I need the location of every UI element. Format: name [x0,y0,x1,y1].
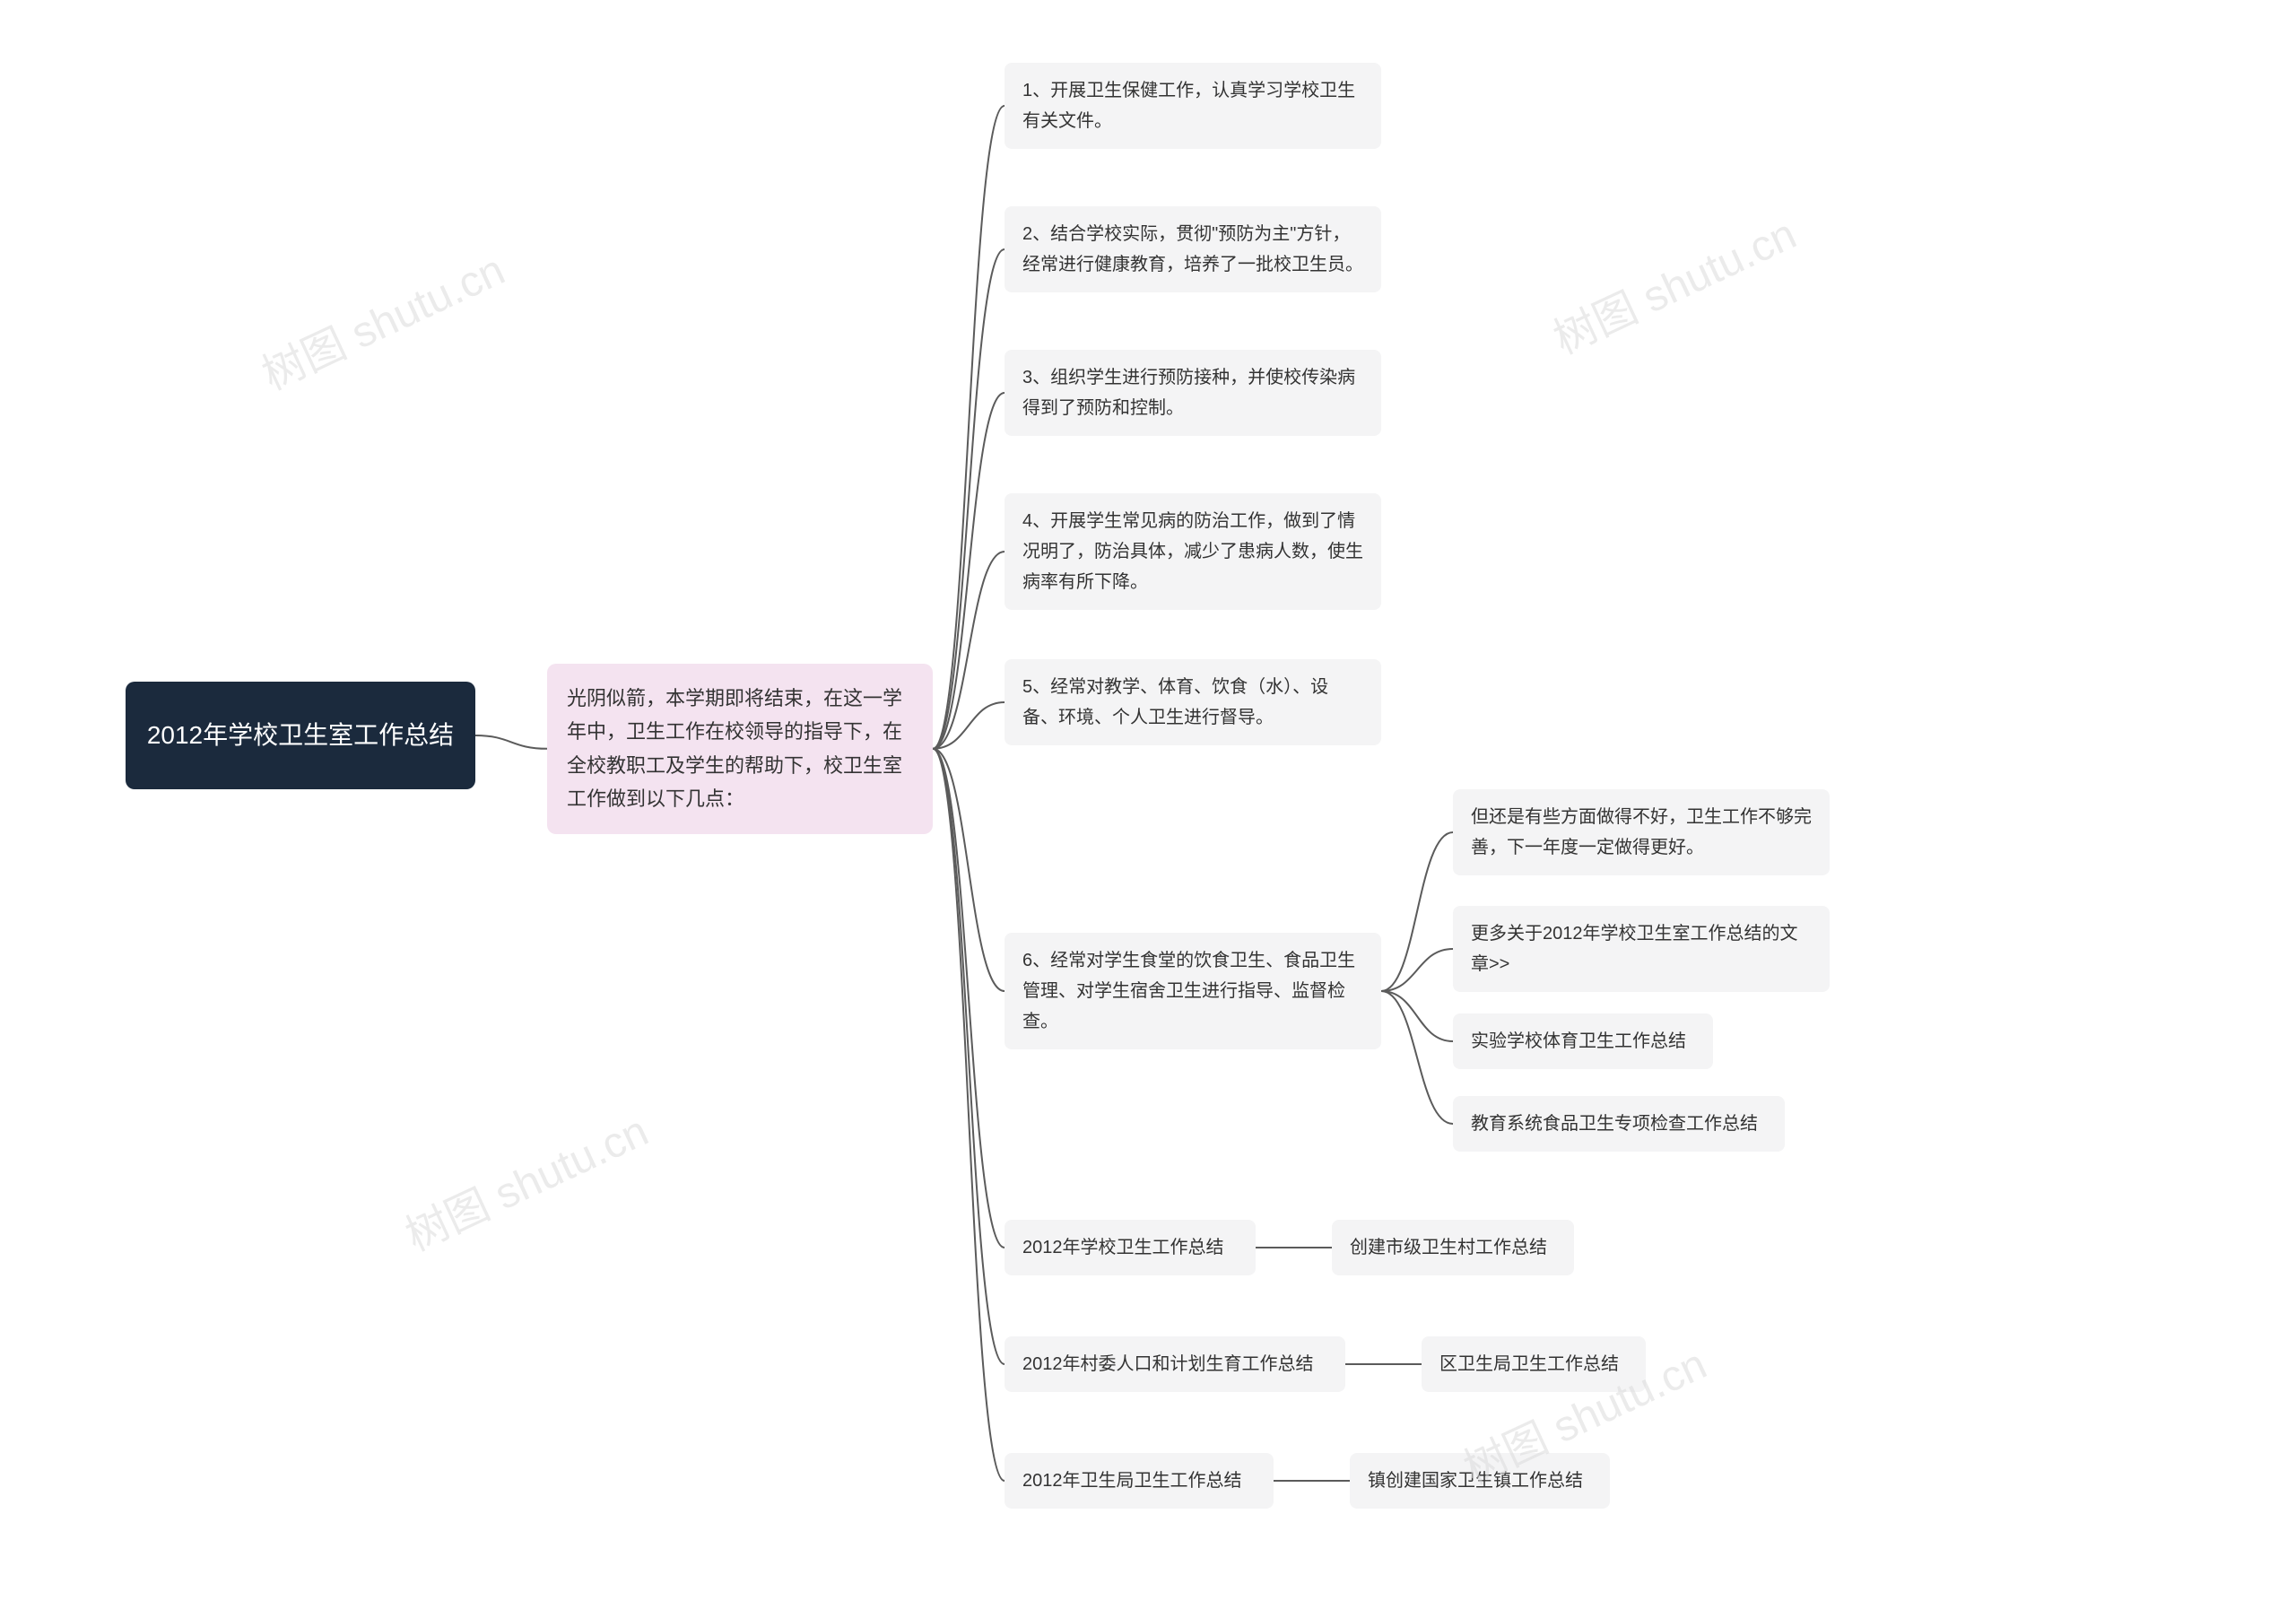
node-text: 2012年学校卫生室工作总结 [147,714,454,757]
node-text: 4、开展学生常见病的防治工作，做到了情况明了，防治具体，减少了患病人数，使生病率… [1022,506,1363,597]
node-text: 实验学校体育卫生工作总结 [1471,1026,1686,1057]
mindmap-node-n7[interactable]: 6、经常对学生食堂的饮食卫生、食品卫生管理、对学生宿舍卫生进行指导、监督检查。 [1004,933,1381,1049]
mindmap-node-n8a[interactable]: 创建市级卫生村工作总结 [1332,1220,1574,1275]
node-text: 更多关于2012年学校卫生室工作总结的文章>> [1471,918,1812,979]
mindmap-node-n1[interactable]: 光阴似箭，本学期即将结束，在这一学年中，卫生工作在校领导的指导下，在全校教职工及… [547,664,933,834]
mindmap-node-n4[interactable]: 3、组织学生进行预防接种，并使校传染病得到了预防和控制。 [1004,350,1381,436]
node-text: 2012年学校卫生工作总结 [1022,1232,1224,1263]
mindmap-node-n7b[interactable]: 更多关于2012年学校卫生室工作总结的文章>> [1453,906,1830,992]
mindmap-node-n8[interactable]: 2012年学校卫生工作总结 [1004,1220,1256,1275]
node-text: 3、组织学生进行预防接种，并使校传染病得到了预防和控制。 [1022,362,1363,423]
mindmap-node-n10[interactable]: 2012年卫生局卫生工作总结 [1004,1453,1274,1509]
node-text: 教育系统食品卫生专项检查工作总结 [1471,1109,1758,1139]
mindmap-node-n9a[interactable]: 区卫生局卫生工作总结 [1422,1336,1646,1392]
node-text: 但还是有些方面做得不好，卫生工作不够完善，下一年度一定做得更好。 [1471,802,1812,863]
node-text: 区卫生局卫生工作总结 [1439,1349,1619,1379]
node-text: 光阴似箭，本学期即将结束，在这一学年中，卫生工作在校领导的指导下，在全校教职工及… [567,682,913,816]
mindmap-node-n2[interactable]: 1、开展卫生保健工作，认真学习学校卫生有关文件。 [1004,63,1381,149]
node-text: 1、开展卫生保健工作，认真学习学校卫生有关文件。 [1022,75,1363,136]
node-text: 2、结合学校实际，贯彻"预防为主"方针，经常进行健康教育，培养了一批校卫生员。 [1022,219,1363,280]
node-text: 镇创建国家卫生镇工作总结 [1368,1466,1583,1496]
mindmap-node-n6[interactable]: 5、经常对教学、体育、饮食（水）、设备、环境、个人卫生进行督导。 [1004,659,1381,745]
mindmap-node-n7d[interactable]: 教育系统食品卫生专项检查工作总结 [1453,1096,1785,1152]
node-text: 2012年卫生局卫生工作总结 [1022,1466,1242,1496]
mindmap-node-n7c[interactable]: 实验学校体育卫生工作总结 [1453,1013,1713,1069]
mindmap-node-n7a[interactable]: 但还是有些方面做得不好，卫生工作不够完善，下一年度一定做得更好。 [1453,789,1830,875]
mindmap-node-n5[interactable]: 4、开展学生常见病的防治工作，做到了情况明了，防治具体，减少了患病人数，使生病率… [1004,493,1381,610]
node-text: 2012年村委人口和计划生育工作总结 [1022,1349,1314,1379]
mindmap-node-n10a[interactable]: 镇创建国家卫生镇工作总结 [1350,1453,1610,1509]
mindmap-node-root[interactable]: 2012年学校卫生室工作总结 [126,682,475,789]
mindmap-node-n3[interactable]: 2、结合学校实际，贯彻"预防为主"方针，经常进行健康教育，培养了一批校卫生员。 [1004,206,1381,292]
node-text: 5、经常对教学、体育、饮食（水）、设备、环境、个人卫生进行督导。 [1022,672,1363,733]
node-text: 6、经常对学生食堂的饮食卫生、食品卫生管理、对学生宿舍卫生进行指导、监督检查。 [1022,945,1363,1037]
mindmap-node-n9[interactable]: 2012年村委人口和计划生育工作总结 [1004,1336,1345,1392]
node-text: 创建市级卫生村工作总结 [1350,1232,1547,1263]
mindmap-container: 2012年学校卫生室工作总结 光阴似箭，本学期即将结束，在这一学年中，卫生工作在校… [0,0,2296,1618]
